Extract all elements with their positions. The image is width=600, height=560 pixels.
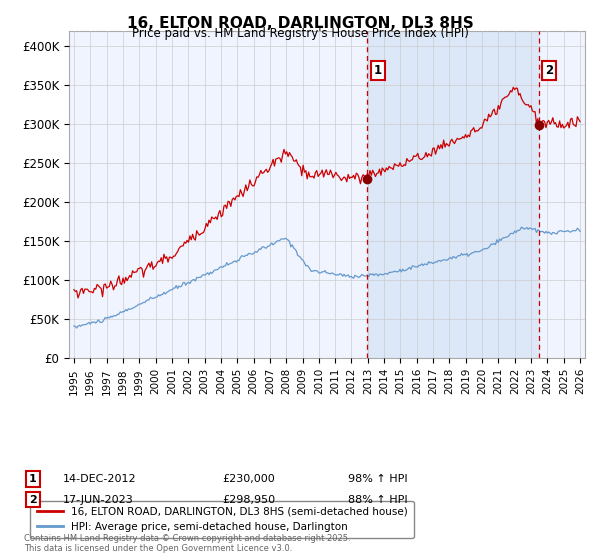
Text: Price paid vs. HM Land Registry's House Price Index (HPI): Price paid vs. HM Land Registry's House …: [131, 27, 469, 40]
Text: 16, ELTON ROAD, DARLINGTON, DL3 8HS: 16, ELTON ROAD, DARLINGTON, DL3 8HS: [127, 16, 473, 31]
Text: £298,950: £298,950: [222, 494, 275, 505]
Text: 88% ↑ HPI: 88% ↑ HPI: [348, 494, 407, 505]
Text: 1: 1: [374, 64, 382, 77]
Text: 2: 2: [29, 494, 37, 505]
Text: 17-JUN-2023: 17-JUN-2023: [63, 494, 134, 505]
Text: 14-DEC-2012: 14-DEC-2012: [63, 474, 137, 484]
Text: 2: 2: [545, 64, 553, 77]
Text: 1: 1: [29, 474, 37, 484]
Text: Contains HM Land Registry data © Crown copyright and database right 2025.
This d: Contains HM Land Registry data © Crown c…: [24, 534, 350, 553]
Text: £230,000: £230,000: [222, 474, 275, 484]
Legend: 16, ELTON ROAD, DARLINGTON, DL3 8HS (semi-detached house), HPI: Average price, s: 16, ELTON ROAD, DARLINGTON, DL3 8HS (sem…: [31, 501, 414, 538]
Bar: [367, 31, 539, 358]
Text: 98% ↑ HPI: 98% ↑ HPI: [348, 474, 407, 484]
